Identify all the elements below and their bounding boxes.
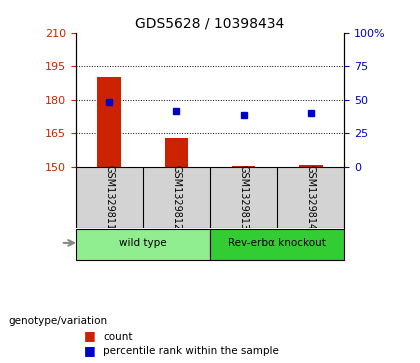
- Text: ■: ■: [84, 329, 96, 342]
- Text: GSM1329812: GSM1329812: [171, 165, 181, 230]
- FancyBboxPatch shape: [210, 229, 344, 260]
- Bar: [299, 164, 323, 167]
- Bar: [232, 166, 255, 167]
- Text: GSM1329811: GSM1329811: [104, 165, 114, 230]
- Text: percentile rank within the sample: percentile rank within the sample: [103, 346, 279, 356]
- Text: ■: ■: [84, 344, 96, 357]
- Text: GSM1329814: GSM1329814: [306, 165, 316, 230]
- Text: wild type: wild type: [119, 238, 167, 248]
- FancyBboxPatch shape: [76, 229, 210, 260]
- Text: Rev-erbα knockout: Rev-erbα knockout: [228, 238, 326, 248]
- Bar: [165, 138, 188, 167]
- Bar: [97, 77, 121, 167]
- Text: count: count: [103, 331, 132, 342]
- Text: genotype/variation: genotype/variation: [8, 316, 108, 326]
- Title: GDS5628 / 10398434: GDS5628 / 10398434: [135, 16, 285, 30]
- Text: GSM1329813: GSM1329813: [239, 165, 249, 230]
